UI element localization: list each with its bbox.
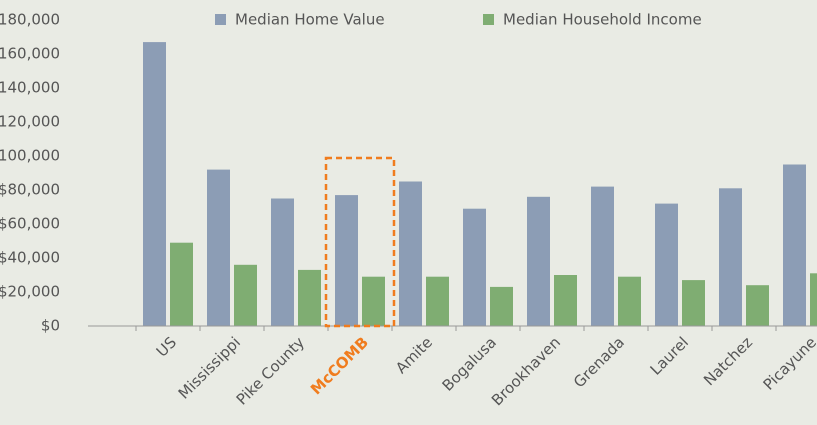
bar [426, 276, 449, 326]
y-tick-label: $120,000 [0, 113, 60, 131]
bar [170, 242, 193, 326]
x-tick-label: Pike County [233, 333, 308, 408]
bar [207, 169, 230, 326]
bar [527, 196, 550, 326]
bar [490, 286, 513, 326]
bar [554, 275, 577, 326]
bar [463, 208, 486, 326]
y-tick-label: $80,000 [0, 181, 60, 199]
x-tick-label: Mississippi [175, 333, 244, 402]
bar [399, 181, 422, 326]
bar [810, 273, 817, 326]
bar [682, 280, 705, 326]
bar [618, 276, 641, 326]
bar [362, 276, 385, 326]
x-tick-label: Laurel [647, 333, 692, 378]
bar [298, 269, 321, 326]
x-tick-label: Bogalusa [439, 333, 500, 394]
y-tick-label: $140,000 [0, 79, 60, 97]
bar [783, 164, 806, 326]
y-tick-label: $20,000 [0, 283, 60, 301]
legend-swatch [215, 14, 226, 25]
x-tick-label: Natchez [700, 333, 756, 389]
x-tick-label: Brookhaven [488, 333, 564, 409]
y-tick-label: $60,000 [0, 215, 60, 233]
bar [719, 188, 742, 326]
bar [143, 42, 166, 326]
x-tick-label: Grenada [570, 333, 628, 391]
x-tick-label: McCOMB [307, 333, 372, 398]
y-tick-label: $160,000 [0, 45, 60, 63]
y-tick-label: $0 [41, 317, 60, 335]
bar [271, 198, 294, 326]
y-tick-label: $180,000 [0, 11, 60, 29]
bar [335, 195, 358, 326]
bar [234, 264, 257, 326]
bar [655, 203, 678, 326]
x-tick-label: Picayune [760, 333, 817, 393]
x-tick-label: US [153, 333, 180, 360]
legend-swatch [483, 14, 494, 25]
x-tick-label: Amite [392, 333, 436, 377]
y-tick-label: $100,000 [0, 147, 60, 165]
legend-label: Median Home Value [235, 11, 385, 29]
bar [746, 285, 769, 326]
highlight-box [324, 156, 396, 328]
legend-label: Median Household Income [503, 11, 702, 29]
y-tick-label: $40,000 [0, 249, 60, 267]
bar [591, 186, 614, 326]
